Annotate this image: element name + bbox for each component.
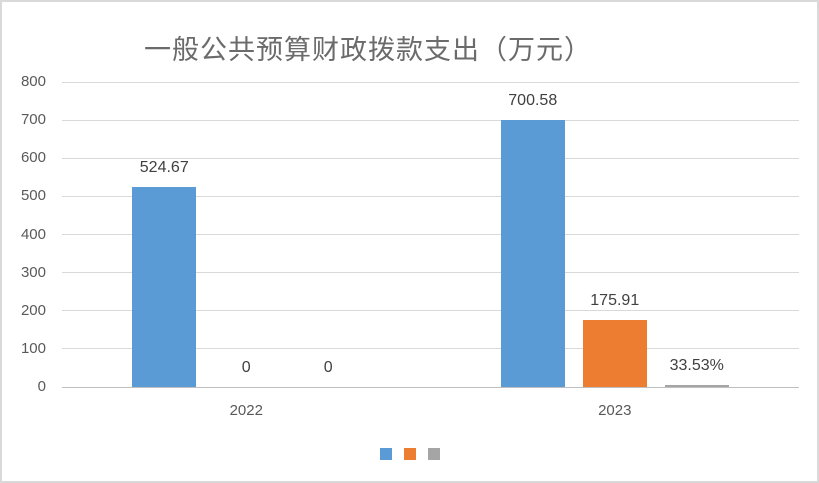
y-axis-tick-label: 200	[20, 301, 46, 319]
bar-2023-series-3[interactable]	[664, 385, 729, 387]
y-axis-tick-label: 800	[20, 73, 46, 90]
bar-value-label: 700.58	[508, 91, 558, 109]
y-axis: 0 100 200 300 400 500 600 700 800	[2, 73, 46, 395]
y-axis-tick-label: 700	[20, 111, 46, 129]
legend-swatch-gray[interactable]	[427, 448, 440, 460]
y-axis-tick-label: 0	[37, 378, 46, 395]
gridline	[62, 272, 799, 274]
gridline	[62, 81, 799, 83]
y-axis-tick-label: 500	[20, 187, 46, 205]
y-axis-tick-label: 400	[20, 225, 46, 243]
y-axis-tick-label: 600	[20, 149, 46, 167]
bar-2023-series-2[interactable]	[582, 319, 647, 387]
y-axis-tick-label: 300	[20, 263, 46, 281]
legend-swatch-orange[interactable]	[403, 448, 416, 460]
bar-value-label: 0	[241, 359, 251, 376]
bar-value-label: 33.53%	[669, 357, 724, 374]
bar-2022-series-1[interactable]	[132, 186, 197, 387]
bar-2023-series-1[interactable]	[500, 119, 565, 387]
gridline	[62, 157, 799, 159]
bar-value-label: 524.67	[139, 158, 189, 176]
legend-swatch-blue[interactable]	[379, 448, 392, 460]
legend	[2, 448, 817, 460]
x-axis: 2022 2023	[62, 402, 799, 422]
x-axis-category-label: 2022	[229, 402, 263, 419]
plot-area: 524.67 700.58 0 175.91 0 33.53%	[62, 81, 799, 388]
bar-value-label: 0	[323, 359, 333, 376]
bar-value-label: 175.91	[590, 291, 640, 309]
chart-title: 一般公共预算财政拨款支出（万元）	[144, 35, 592, 66]
gridline	[62, 234, 799, 235]
y-axis-tick-label: 100	[20, 339, 46, 357]
gridline	[62, 348, 799, 350]
gridline	[62, 119, 799, 121]
gridline	[62, 386, 799, 388]
gridline	[62, 195, 799, 197]
x-axis-category-label: 2023	[598, 402, 632, 419]
gridline	[62, 310, 799, 312]
